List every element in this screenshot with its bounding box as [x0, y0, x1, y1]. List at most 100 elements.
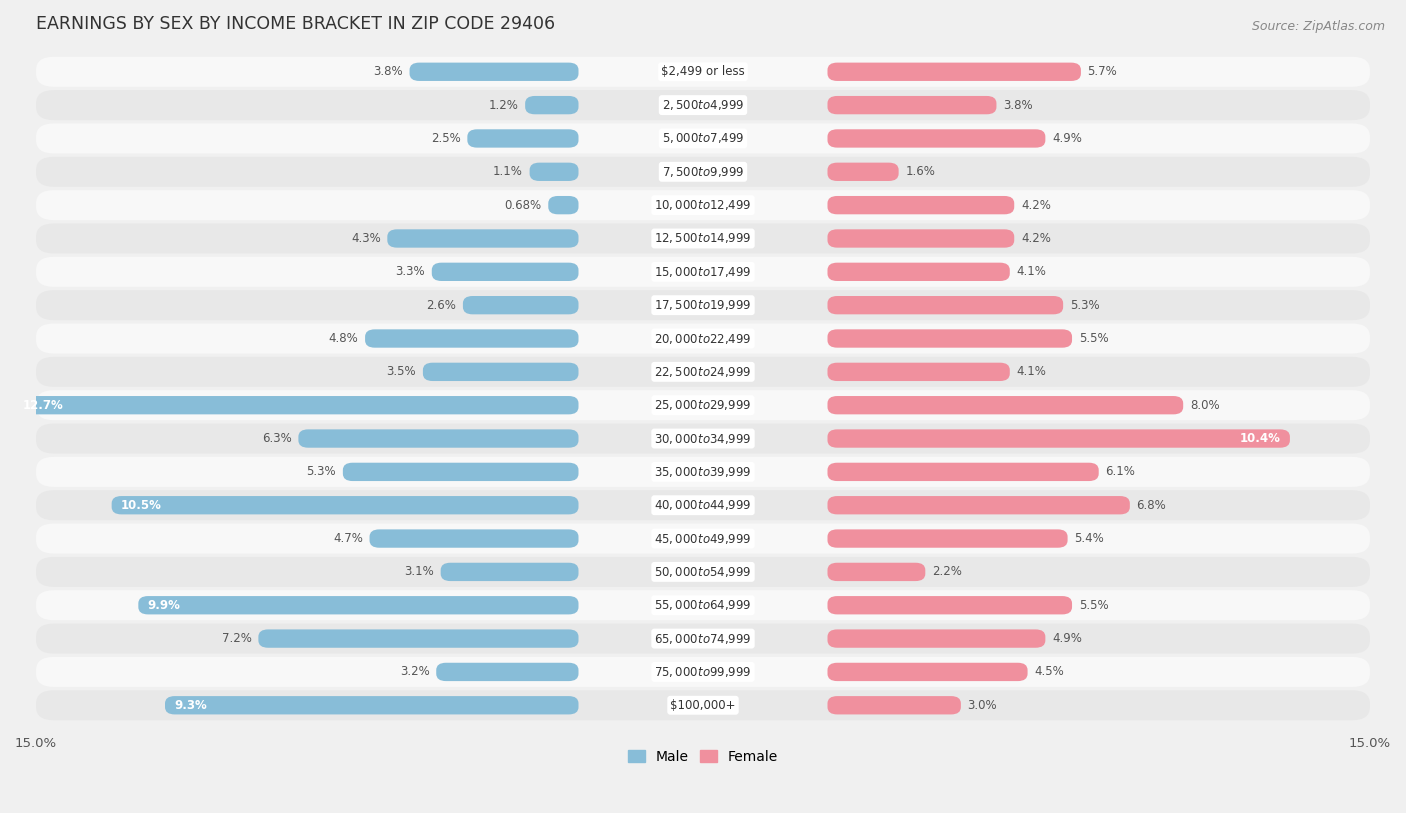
Text: 5.5%: 5.5%	[1078, 332, 1108, 345]
FancyBboxPatch shape	[37, 90, 1369, 120]
FancyBboxPatch shape	[828, 363, 1010, 381]
FancyBboxPatch shape	[37, 324, 1369, 354]
FancyBboxPatch shape	[366, 329, 578, 348]
FancyBboxPatch shape	[165, 696, 578, 715]
Text: 9.3%: 9.3%	[174, 698, 207, 711]
FancyBboxPatch shape	[828, 96, 997, 115]
FancyBboxPatch shape	[298, 429, 578, 448]
Text: 3.1%: 3.1%	[405, 565, 434, 578]
Text: 8.0%: 8.0%	[1189, 398, 1219, 411]
Text: $75,000 to $99,999: $75,000 to $99,999	[654, 665, 752, 679]
Text: 2.2%: 2.2%	[932, 565, 962, 578]
FancyBboxPatch shape	[370, 529, 578, 548]
FancyBboxPatch shape	[37, 490, 1369, 520]
FancyBboxPatch shape	[828, 663, 1028, 681]
Text: 3.5%: 3.5%	[387, 365, 416, 378]
FancyBboxPatch shape	[548, 196, 578, 215]
FancyBboxPatch shape	[828, 163, 898, 181]
Text: $55,000 to $64,999: $55,000 to $64,999	[654, 598, 752, 612]
FancyBboxPatch shape	[432, 263, 578, 281]
FancyBboxPatch shape	[828, 296, 1063, 315]
Text: $12,500 to $14,999: $12,500 to $14,999	[654, 232, 752, 246]
Text: 5.3%: 5.3%	[307, 465, 336, 478]
FancyBboxPatch shape	[436, 663, 578, 681]
Text: $45,000 to $49,999: $45,000 to $49,999	[654, 532, 752, 546]
Text: 4.9%: 4.9%	[1052, 132, 1081, 145]
Text: $65,000 to $74,999: $65,000 to $74,999	[654, 632, 752, 646]
Text: 3.0%: 3.0%	[967, 698, 997, 711]
FancyBboxPatch shape	[828, 629, 1046, 648]
FancyBboxPatch shape	[828, 63, 1081, 81]
FancyBboxPatch shape	[14, 396, 578, 415]
Text: 6.3%: 6.3%	[262, 432, 291, 445]
FancyBboxPatch shape	[828, 229, 1014, 248]
FancyBboxPatch shape	[828, 696, 960, 715]
Text: $35,000 to $39,999: $35,000 to $39,999	[654, 465, 752, 479]
Text: $22,500 to $24,999: $22,500 to $24,999	[654, 365, 752, 379]
FancyBboxPatch shape	[828, 496, 1130, 515]
FancyBboxPatch shape	[37, 357, 1369, 387]
FancyBboxPatch shape	[259, 629, 578, 648]
FancyBboxPatch shape	[37, 290, 1369, 320]
Text: $100,000+: $100,000+	[671, 698, 735, 711]
Text: 2.6%: 2.6%	[426, 298, 456, 311]
FancyBboxPatch shape	[526, 96, 578, 115]
FancyBboxPatch shape	[37, 557, 1369, 587]
Text: $25,000 to $29,999: $25,000 to $29,999	[654, 398, 752, 412]
Text: $30,000 to $34,999: $30,000 to $34,999	[654, 432, 752, 446]
Text: 6.1%: 6.1%	[1105, 465, 1135, 478]
FancyBboxPatch shape	[37, 57, 1369, 87]
Text: 10.5%: 10.5%	[121, 498, 162, 511]
Text: 4.3%: 4.3%	[352, 232, 381, 245]
Text: 4.9%: 4.9%	[1052, 632, 1081, 645]
Text: $5,000 to $7,499: $5,000 to $7,499	[662, 132, 744, 146]
FancyBboxPatch shape	[111, 496, 578, 515]
FancyBboxPatch shape	[828, 596, 1071, 615]
FancyBboxPatch shape	[37, 124, 1369, 154]
FancyBboxPatch shape	[387, 229, 578, 248]
Text: $40,000 to $44,999: $40,000 to $44,999	[654, 498, 752, 512]
Text: 2.5%: 2.5%	[430, 132, 461, 145]
FancyBboxPatch shape	[138, 596, 578, 615]
Text: 1.1%: 1.1%	[494, 165, 523, 178]
FancyBboxPatch shape	[37, 157, 1369, 187]
Text: 4.2%: 4.2%	[1021, 198, 1050, 211]
FancyBboxPatch shape	[530, 163, 578, 181]
Text: 5.5%: 5.5%	[1078, 598, 1108, 611]
Text: 5.7%: 5.7%	[1088, 65, 1118, 78]
Text: $10,000 to $12,499: $10,000 to $12,499	[654, 198, 752, 212]
Text: 3.3%: 3.3%	[395, 265, 425, 278]
Text: 4.8%: 4.8%	[329, 332, 359, 345]
Text: 5.4%: 5.4%	[1074, 532, 1104, 545]
FancyBboxPatch shape	[37, 224, 1369, 254]
FancyBboxPatch shape	[423, 363, 578, 381]
Text: EARNINGS BY SEX BY INCOME BRACKET IN ZIP CODE 29406: EARNINGS BY SEX BY INCOME BRACKET IN ZIP…	[37, 15, 555, 33]
Text: $17,500 to $19,999: $17,500 to $19,999	[654, 298, 752, 312]
FancyBboxPatch shape	[828, 129, 1046, 148]
FancyBboxPatch shape	[37, 257, 1369, 287]
Text: 4.1%: 4.1%	[1017, 365, 1046, 378]
Text: 9.9%: 9.9%	[148, 598, 180, 611]
Legend: Male, Female: Male, Female	[623, 744, 783, 769]
FancyBboxPatch shape	[828, 196, 1014, 215]
Text: 1.6%: 1.6%	[905, 165, 935, 178]
Text: $2,499 or less: $2,499 or less	[661, 65, 745, 78]
Text: 12.7%: 12.7%	[22, 398, 63, 411]
Text: $2,500 to $4,999: $2,500 to $4,999	[662, 98, 744, 112]
FancyBboxPatch shape	[828, 463, 1098, 481]
FancyBboxPatch shape	[37, 457, 1369, 487]
FancyBboxPatch shape	[828, 263, 1010, 281]
FancyBboxPatch shape	[828, 329, 1071, 348]
Text: 1.2%: 1.2%	[489, 98, 519, 111]
Text: $50,000 to $54,999: $50,000 to $54,999	[654, 565, 752, 579]
Text: $15,000 to $17,499: $15,000 to $17,499	[654, 265, 752, 279]
Text: 5.3%: 5.3%	[1070, 298, 1099, 311]
FancyBboxPatch shape	[37, 390, 1369, 420]
Text: Source: ZipAtlas.com: Source: ZipAtlas.com	[1251, 20, 1385, 33]
FancyBboxPatch shape	[37, 624, 1369, 654]
FancyBboxPatch shape	[37, 690, 1369, 720]
FancyBboxPatch shape	[828, 529, 1067, 548]
Text: 4.7%: 4.7%	[333, 532, 363, 545]
Text: $7,500 to $9,999: $7,500 to $9,999	[662, 165, 744, 179]
Text: 7.2%: 7.2%	[222, 632, 252, 645]
